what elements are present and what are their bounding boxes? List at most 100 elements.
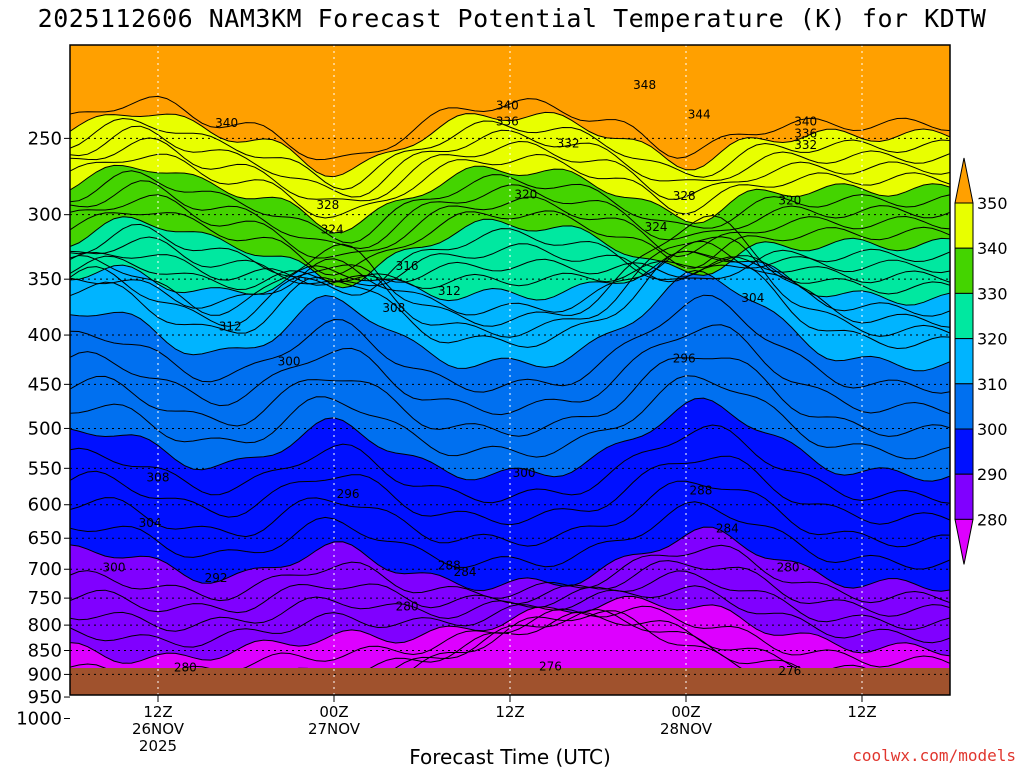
contour-label: 300 — [103, 560, 126, 574]
credit-text: coolwx.com/models — [852, 746, 1016, 765]
x-tick-label: 12Z — [847, 703, 876, 721]
x-tick-label: 26NOV — [132, 720, 185, 738]
colorbar-tick-label: 310 — [977, 375, 1008, 394]
contour-label: 296 — [673, 351, 696, 365]
contour-label: 340 — [215, 116, 238, 130]
y-axis: 250 300 350 400 450 500 550 600 650 700 750 800 850 9… — [16, 128, 70, 730]
colorbar-segment — [954, 247, 974, 294]
contour-lines — [70, 95, 950, 695]
colorbar-tick-label: 280 — [977, 510, 1008, 529]
contour-label: 332 — [794, 138, 817, 152]
colorbar-segment — [954, 428, 974, 475]
x-tick-label: 2025 — [139, 737, 177, 755]
contour-label: 336 — [794, 126, 817, 140]
isentrope-280 — [70, 595, 950, 664]
isentrope-288 — [70, 544, 950, 604]
y-tick-label: 250 — [28, 128, 62, 149]
grid-lines — [70, 45, 950, 695]
colorbar-segment — [954, 383, 974, 430]
y-tick-label: 300 — [28, 205, 62, 226]
isentrope-284 — [70, 570, 950, 632]
colorbar-top-arrow — [954, 157, 974, 204]
contour-label: 288 — [438, 559, 461, 573]
isentrope-348 — [70, 117, 950, 191]
y-tick-label: 400 — [28, 325, 62, 346]
contour-label: 328 — [673, 189, 696, 203]
isentrope-290 — [70, 526, 950, 592]
chart-title: 2025112606 NAM3KM Forecast Potential Tem… — [37, 4, 987, 33]
contour-label: 328 — [316, 198, 339, 212]
isentrope-298 — [70, 424, 950, 504]
contour-label: 324 — [321, 223, 344, 237]
y-tick-label: 650 — [28, 528, 62, 549]
colorbar-tick-label: 330 — [977, 284, 1008, 303]
contour-label: 280 — [396, 599, 419, 613]
contour-label: 312 — [219, 320, 242, 334]
isentrope-316 — [70, 214, 950, 328]
contour-label: 344 — [688, 107, 711, 121]
contour-label: 276 — [539, 659, 562, 673]
isentrope-340 — [70, 164, 950, 234]
contour-label: 300 — [278, 354, 301, 368]
contour-label: 276 — [778, 664, 801, 678]
contour-label: 308 — [382, 301, 405, 315]
isentrope-350 — [70, 111, 950, 178]
isentrope-294 — [70, 480, 950, 548]
contour-label: 324 — [645, 220, 668, 234]
y-tick-label: 500 — [28, 418, 62, 439]
x-tick-label: 27NOV — [308, 720, 361, 738]
isentrope-314 — [70, 236, 950, 338]
fill-band-350 — [70, 45, 950, 177]
isentrope-342 — [70, 153, 950, 219]
y-tick-label: 550 — [28, 458, 62, 479]
x-tick-label: 00Z — [319, 703, 348, 721]
isentrope-328 — [70, 223, 950, 296]
isentrope-282 — [70, 585, 950, 648]
isentrope-344 — [70, 137, 950, 202]
isentrope-302 — [70, 375, 950, 460]
y-tick-label: 700 — [28, 559, 62, 580]
x-tick-label: 28NOV — [660, 720, 713, 738]
isentrope-312 — [70, 250, 950, 350]
isentrope-324 — [70, 251, 950, 286]
contour-label: 300 — [513, 466, 536, 480]
isentrope-322 — [70, 255, 950, 295]
contour-label: 304 — [741, 291, 764, 305]
isentrope-300 — [70, 397, 950, 482]
y-tick-label: 1000 — [16, 709, 62, 730]
contour-label: 340 — [496, 98, 519, 112]
contour-label: 280 — [777, 560, 800, 574]
contour-label: 304 — [139, 516, 162, 530]
y-tick-label: 600 — [28, 495, 62, 516]
colorbar-tick-label: 320 — [977, 330, 1008, 349]
y-tick-label: 450 — [28, 374, 62, 395]
isentrope-352 — [70, 95, 950, 161]
colorbar-bottom-arrow — [954, 518, 974, 565]
y-tick-label: 750 — [28, 588, 62, 609]
y-tick-label: 950 — [28, 687, 62, 708]
colorbar-segment — [954, 473, 974, 520]
colorbar-segment — [954, 338, 974, 385]
colorbar-tick-label: 340 — [977, 239, 1008, 258]
x-tick-label: 12Z — [143, 703, 172, 721]
contour-label: 280 — [174, 660, 197, 674]
contour-label: 284 — [716, 521, 739, 535]
colorbar-segment — [954, 292, 974, 340]
contour-label: 320 — [514, 188, 537, 202]
contour-label: 316 — [396, 259, 419, 273]
isentrope-296 — [70, 455, 950, 526]
contour-label: 312 — [438, 284, 461, 298]
contour-label: 288 — [690, 484, 713, 498]
colorbar-tick-label: 350 — [977, 194, 1008, 213]
y-tick-label: 350 — [28, 269, 62, 290]
contour-label: 296 — [337, 487, 360, 501]
contour-label: 340 — [794, 114, 817, 128]
colorbar-tick-label: 290 — [977, 465, 1008, 484]
colorbar-segment — [954, 202, 974, 249]
contour-label: 292 — [205, 571, 228, 585]
x-axis-label: Forecast Time (UTC) — [409, 745, 611, 769]
contour-label: 308 — [147, 470, 170, 484]
